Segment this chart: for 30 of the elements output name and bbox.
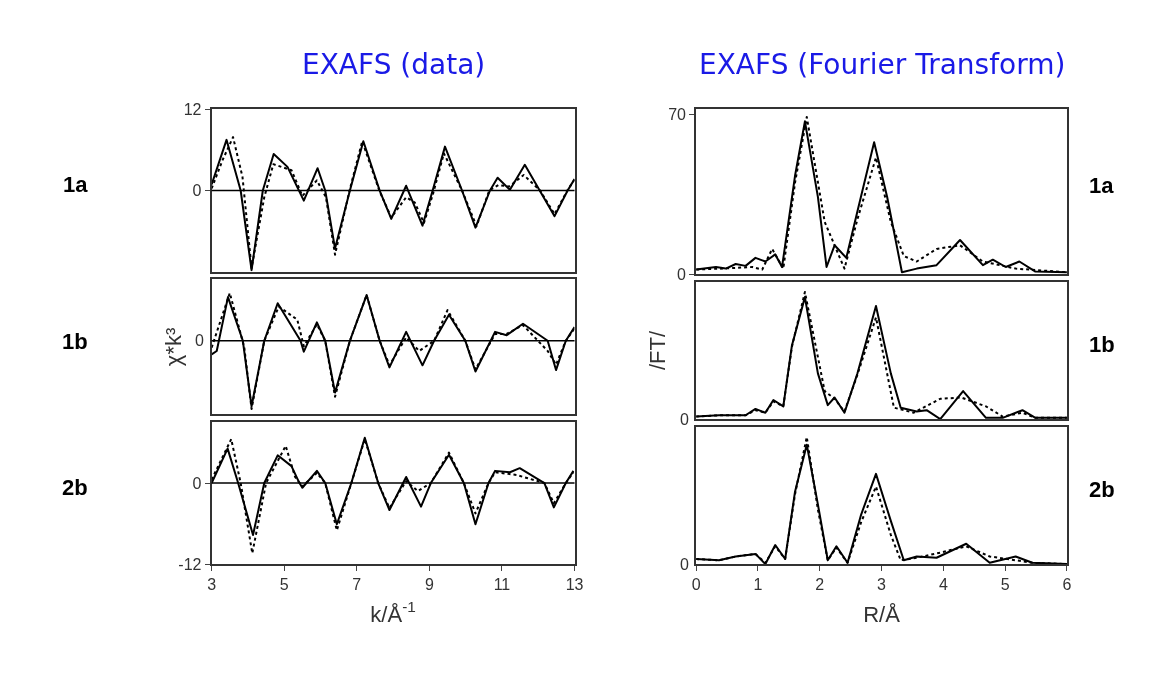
y-tick-label: 0 [192, 474, 202, 492]
y-tick-label: 70 [668, 105, 687, 123]
y-axis-title: /FT/ [645, 330, 671, 371]
x-tick-label: 9 [424, 576, 434, 594]
x-tick-label: 6 [1062, 576, 1072, 594]
text: 1a [63, 172, 89, 197]
x-tick-label: 11 [493, 576, 511, 594]
x-tick-label: 2 [815, 576, 825, 594]
chart-title: EXAFS (Fourier Transform) [699, 48, 1066, 81]
x-tick-label: 0 [691, 576, 701, 594]
y-tick-label: 0 [192, 182, 202, 200]
x-tick-label: 1 [753, 576, 763, 594]
x-tick-label: 3 [877, 576, 887, 594]
y-tick-label: -12 [178, 555, 202, 573]
x-tick-label: 5 [1000, 576, 1010, 594]
text: 2b [62, 475, 88, 500]
x-tick-label: 7 [352, 576, 362, 594]
x-tick-label: 3 [207, 576, 217, 594]
text: 1b [62, 329, 88, 354]
x-tick-label: 4 [938, 576, 948, 594]
y-tick-label: 12 [183, 101, 202, 119]
x-axis-title: k/Å$^{-1}$ [370, 598, 416, 627]
text: 1a [1089, 173, 1115, 198]
x-tick-label: 13 [565, 576, 584, 594]
y-axis-title: χ*k³ [160, 327, 186, 367]
text: 1b [1089, 332, 1115, 357]
x-tick-label: 5 [279, 576, 289, 594]
chart-title: EXAFS (data) [302, 48, 486, 81]
x-axis-title: R/Å [863, 601, 901, 627]
text: 2b [1089, 477, 1115, 502]
